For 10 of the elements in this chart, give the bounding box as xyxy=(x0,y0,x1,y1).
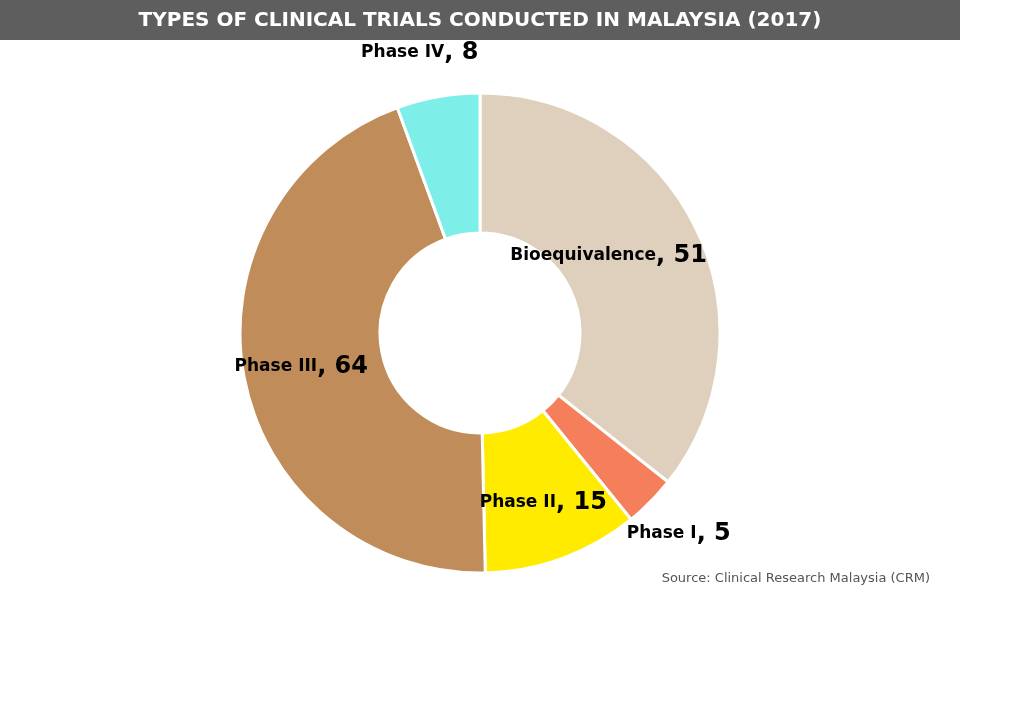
chart-title: TYPES OF CLINICAL TRIALS CONDUCTED IN MALAYSIA (2017) xyxy=(138,7,822,31)
data-label: , 51 xyxy=(656,239,707,268)
data-label: , 5 xyxy=(696,518,731,547)
data-label: , 8 xyxy=(444,37,479,66)
slice-label: Phase I xyxy=(626,522,697,543)
slice-label: Bioequivalence xyxy=(510,243,657,264)
source-note: Source: Clinical Research Malaysia (CRM) xyxy=(661,570,930,585)
slice-label: Phase IV xyxy=(361,41,445,62)
data-label: , 15 xyxy=(555,486,607,515)
data-label: , 64 xyxy=(317,351,368,380)
